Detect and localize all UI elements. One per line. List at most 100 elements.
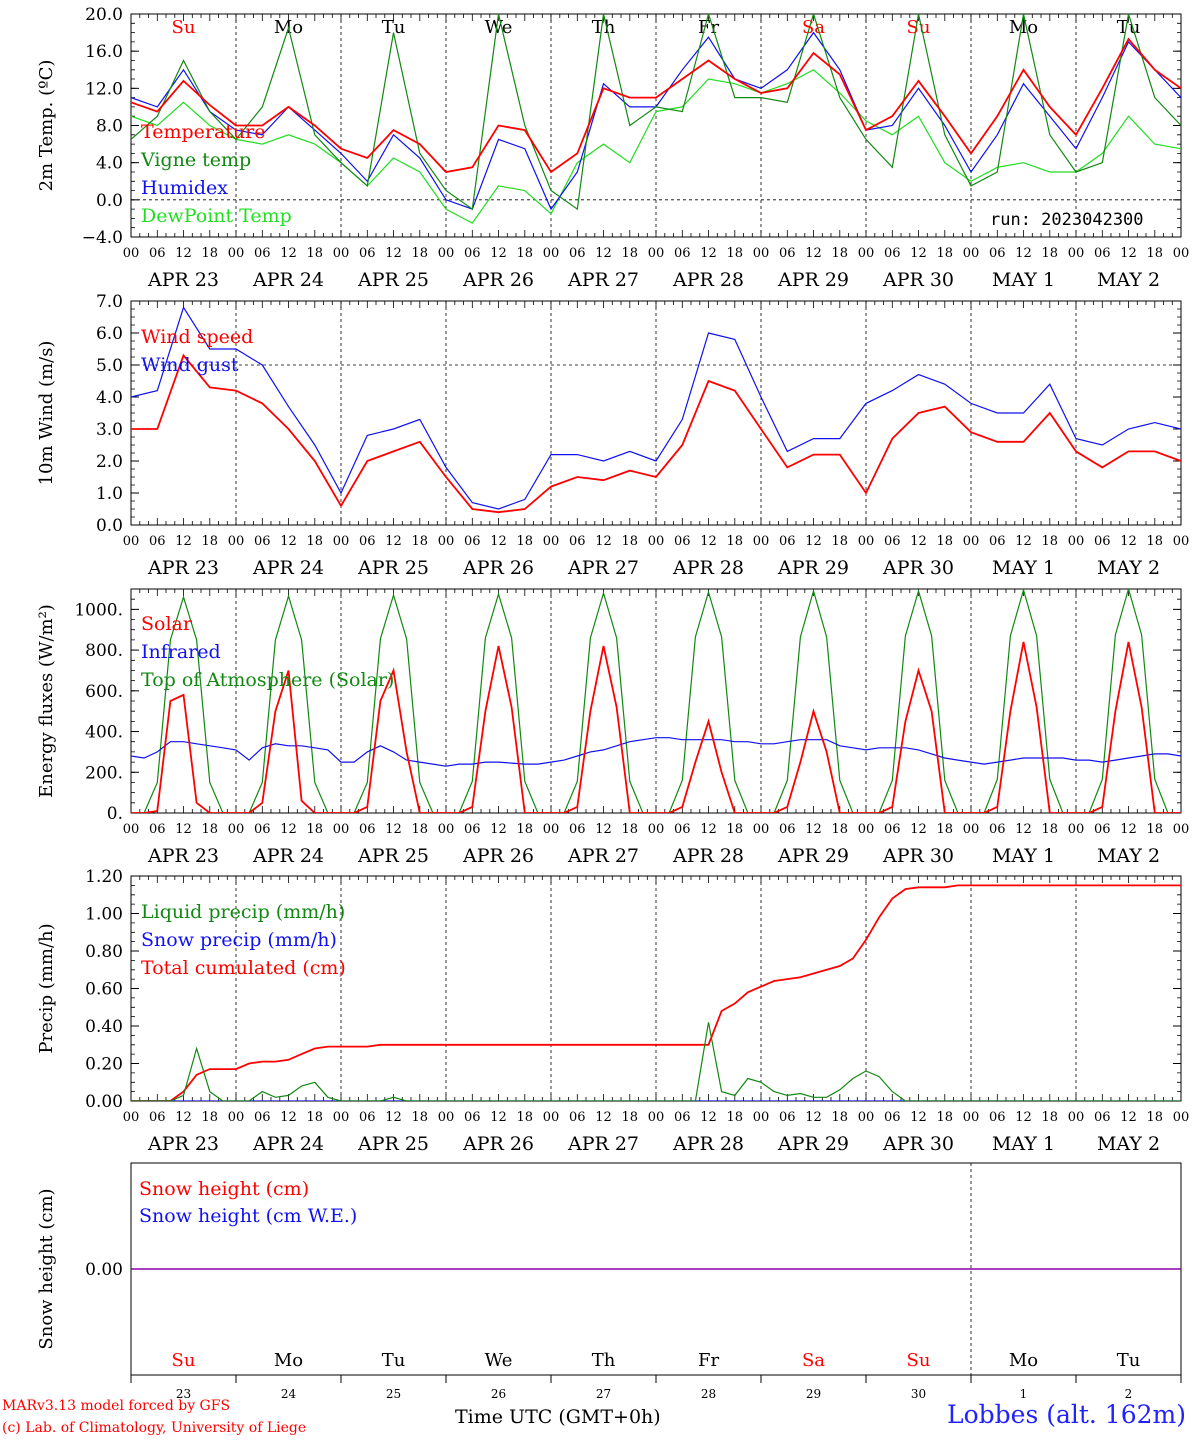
hour-tick-label: 12 <box>280 534 297 549</box>
hour-tick-label: 18 <box>726 246 743 261</box>
hour-tick-label: 00 <box>543 822 560 837</box>
y-tick-label: 0.00 <box>85 1260 123 1280</box>
hour-tick-label: 00 <box>858 822 875 837</box>
weekday-label: We <box>485 1350 513 1371</box>
day-label: APR 25 <box>357 269 429 291</box>
credit-lab: (c) Lab. of Climatology, University of L… <box>2 1420 307 1436</box>
legend-entry: Solar <box>141 613 193 635</box>
hour-tick-label: 12 <box>175 1110 192 1125</box>
hour-tick-label: 12 <box>700 1110 717 1125</box>
y-tick-label: 1000. <box>74 600 123 620</box>
hour-tick-label: 12 <box>175 246 192 261</box>
hour-tick-label: 18 <box>411 1110 428 1125</box>
hour-tick-label: 18 <box>831 534 848 549</box>
y-tick-label: 6.0 <box>96 324 123 344</box>
hour-tick-label: 00 <box>963 822 980 837</box>
hour-tick-label: 18 <box>726 822 743 837</box>
hour-tick-label: 12 <box>280 822 297 837</box>
hour-tick-label: 00 <box>333 534 350 549</box>
day-label: APR 24 <box>252 557 324 579</box>
y-tick-label: 0.00 <box>85 1092 123 1112</box>
hour-tick-label: 00 <box>858 534 875 549</box>
hour-tick-label: 06 <box>779 1110 796 1125</box>
legend-entry: DewPoint Temp <box>141 205 292 227</box>
hour-tick-label: 00 <box>1068 822 1085 837</box>
plot-frame <box>130 13 1182 238</box>
hour-tick-label: 12 <box>385 246 402 261</box>
hour-tick-label: 12 <box>595 534 612 549</box>
hour-tick-label: 06 <box>254 246 271 261</box>
panel-1: −4.0 0.0 4.0 8.0 12.0 16.0 20.0 2m Temp. (ºC) 00… <box>36 5 1189 291</box>
day-label: APR 23 <box>147 845 219 867</box>
hour-tick-label: 06 <box>359 1110 376 1125</box>
hour-tick-label: 00 <box>123 534 140 549</box>
day-label: APR 29 <box>777 1133 849 1155</box>
hour-tick-label: 00 <box>438 1110 455 1125</box>
hour-tick-label: 12 <box>805 246 822 261</box>
y-tick-label: 7.0 <box>96 292 123 312</box>
y-tick-label: −4.0 <box>82 228 123 248</box>
day-label: MAY 2 <box>1097 845 1160 867</box>
x-minor-ticks <box>130 876 1182 1101</box>
hour-tick-label: 00 <box>753 1110 770 1125</box>
y-tick-label: 400. <box>85 723 123 743</box>
day-label: APR 24 <box>252 1133 324 1155</box>
time-axis-label: Time UTC (GMT+0h) <box>455 1406 661 1428</box>
hour-tick-label: 12 <box>595 246 612 261</box>
hour-tick-label: 00 <box>1068 1110 1085 1125</box>
hour-tick-label: 18 <box>306 534 323 549</box>
x-day-ticks <box>130 1375 1182 1383</box>
hour-tick-label: 12 <box>1015 246 1032 261</box>
y-tick-label: 8.0 <box>96 117 123 137</box>
y-tick-label: 4.0 <box>96 154 123 174</box>
hour-tick-label: 00 <box>1173 822 1190 837</box>
hour-tick-label: 00 <box>123 246 140 261</box>
weekday-label: Tu <box>1117 1350 1141 1371</box>
hour-tick-label: 00 <box>648 822 665 837</box>
hour-tick-label: 18 <box>831 822 848 837</box>
hour-tick-label: 00 <box>648 1110 665 1125</box>
hour-tick-label: 00 <box>753 822 770 837</box>
hour-tick-label: 06 <box>254 534 271 549</box>
y-tick-label: 3.0 <box>96 420 123 440</box>
hour-tick-label: 18 <box>411 246 428 261</box>
hour-tick-label: 12 <box>700 822 717 837</box>
hour-tick-label: 18 <box>1041 1110 1058 1125</box>
hour-tick-label: 18 <box>411 822 428 837</box>
day-label: APR 26 <box>462 269 534 291</box>
weekday-label: Fr <box>698 1350 719 1371</box>
hour-tick-label: 06 <box>359 534 376 549</box>
y-tick-label: 1.20 <box>85 867 123 887</box>
hour-tick-label: 06 <box>989 1110 1006 1125</box>
day-label: APR 23 <box>147 557 219 579</box>
hour-tick-label: 00 <box>333 1110 350 1125</box>
hour-tick-label: 12 <box>805 1110 822 1125</box>
x-minor-ticks <box>130 14 1182 237</box>
day-label: APR 28 <box>672 557 744 579</box>
hour-tick-label: 12 <box>490 246 507 261</box>
hour-tick-label: 00 <box>858 246 875 261</box>
hour-tick-label: 12 <box>595 822 612 837</box>
hour-tick-label: 00 <box>543 246 560 261</box>
hour-tick-label: 18 <box>936 246 953 261</box>
hour-tick-label: 06 <box>149 534 166 549</box>
legend-entry: Infrared <box>141 641 221 663</box>
y-axis-label: Precip (mm/h) <box>36 923 57 1053</box>
day-label: APR 30 <box>882 269 954 291</box>
station-label: Lobbes (alt. 162m) <box>946 1400 1186 1429</box>
day-label: APR 27 <box>567 269 639 291</box>
weekday-label: Su <box>172 17 196 38</box>
day-label: MAY 2 <box>1097 1133 1160 1155</box>
hour-tick-label: 12 <box>805 822 822 837</box>
hour-tick-label: 12 <box>280 1110 297 1125</box>
hour-tick-label: 18 <box>936 1110 953 1125</box>
hour-tick-label: 12 <box>175 822 192 837</box>
day-label: APR 26 <box>462 1133 534 1155</box>
hour-tick-label: 18 <box>516 822 533 837</box>
hour-tick-label: 18 <box>621 822 638 837</box>
hour-tick-label: 18 <box>1146 534 1163 549</box>
hour-tick-label: 00 <box>1173 246 1190 261</box>
hour-tick-label: 06 <box>674 822 691 837</box>
hour-tick-label: 00 <box>1173 1110 1190 1125</box>
hour-tick-label: 12 <box>805 534 822 549</box>
